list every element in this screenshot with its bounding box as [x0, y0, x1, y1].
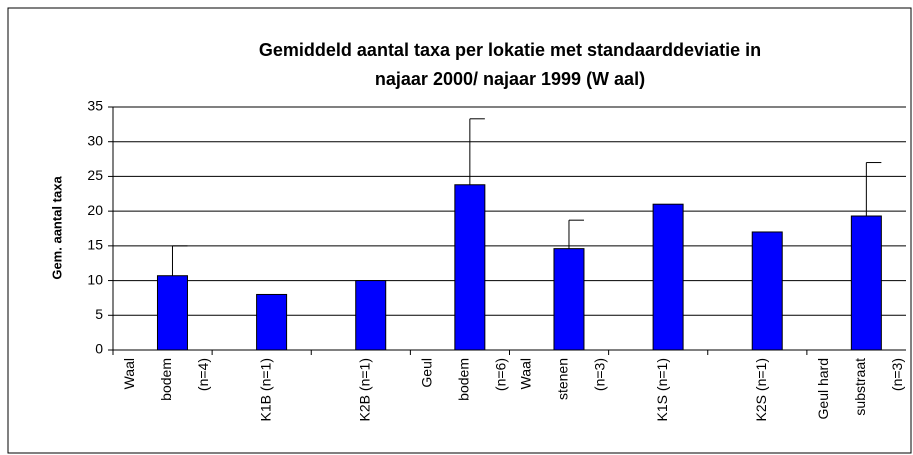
x-tick-label: K2B (n=1): [356, 358, 372, 421]
x-tick-label: bodem: [158, 358, 174, 401]
x-tick-label: (n=3): [889, 358, 905, 391]
bar: [751, 231, 783, 351]
chart-title: najaar 2000/ najaar 1999 (W aal): [375, 69, 645, 89]
x-tick-label: (n=6): [493, 358, 509, 391]
x-tick-label: Geul: [419, 358, 435, 388]
y-tick-label: 35: [87, 98, 103, 114]
x-tick-label: Geul hard: [815, 358, 831, 419]
bar: [156, 275, 188, 351]
y-tick-label: 0: [95, 341, 103, 357]
x-tick-label: K1S (n=1): [654, 358, 670, 421]
x-tick-label: (n=3): [592, 358, 608, 391]
x-tick-label: Waal: [121, 358, 137, 389]
y-tick-label: 10: [87, 271, 103, 287]
bar: [553, 248, 585, 351]
chart-title: Gemiddeld aantal taxa per lokatie met st…: [259, 40, 761, 60]
x-tick-label: bodem: [456, 358, 472, 401]
y-tick-label: 20: [87, 202, 103, 218]
bar: [355, 280, 387, 351]
bar: [454, 184, 486, 351]
bar: [256, 293, 288, 351]
x-tick-label: Waal: [518, 358, 534, 389]
x-tick-label: (n=4): [195, 358, 211, 391]
y-tick-label: 30: [87, 132, 103, 148]
bar: [652, 203, 684, 351]
bar: [850, 215, 882, 351]
y-tick-label: 5: [95, 306, 103, 322]
x-tick-label: K1B (n=1): [257, 358, 273, 421]
y-axis-title: Gem. aantal taxa: [49, 176, 64, 280]
x-tick-label: K2S (n=1): [753, 358, 769, 421]
x-tick-label: stenen: [555, 358, 571, 400]
y-tick-label: 25: [87, 167, 103, 183]
y-tick-label: 15: [87, 237, 103, 253]
x-tick-label: substraat: [852, 358, 868, 416]
